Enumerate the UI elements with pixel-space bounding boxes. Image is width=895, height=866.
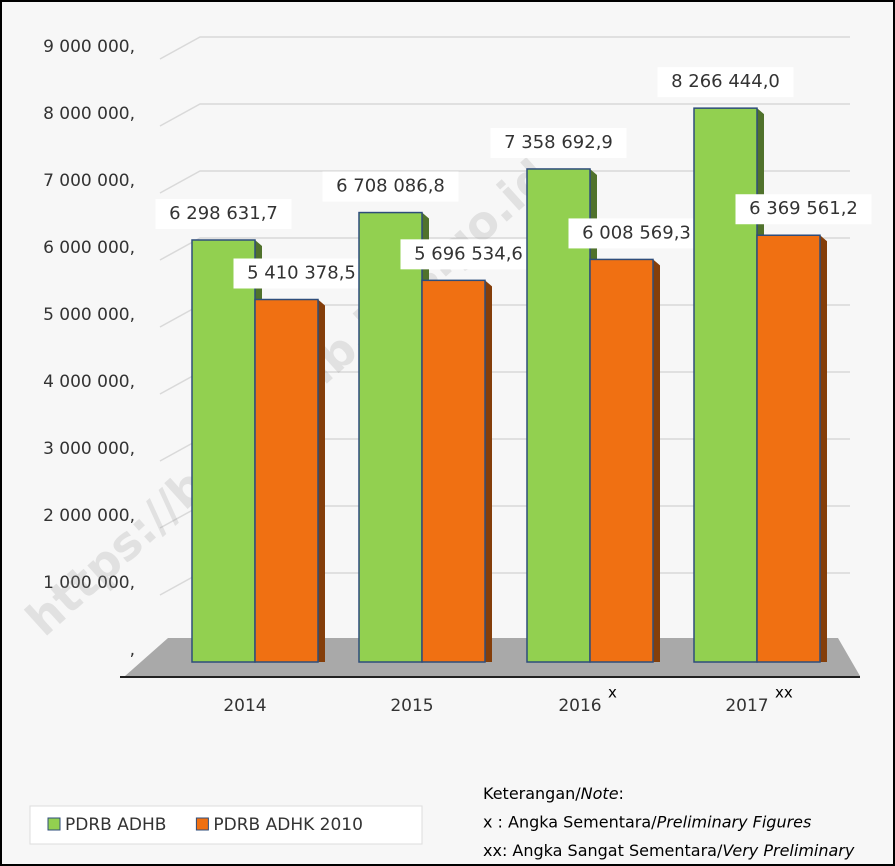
- bar-side: [318, 299, 325, 662]
- grid-line: [159, 36, 850, 60]
- value-label: 7 358 692,9: [504, 132, 613, 153]
- x-tick-label: 2014: [223, 696, 266, 716]
- grid-line: [159, 103, 850, 127]
- value-label: 6 298 631,7: [169, 203, 278, 224]
- note-part: Note: [581, 784, 619, 803]
- y-tick-label: 5 000 000,: [43, 305, 135, 325]
- value-label-box: [657, 67, 794, 98]
- bar: [191, 239, 256, 663]
- value-label: 6 708 086,8: [336, 176, 445, 197]
- value-label: 6 369 561,2: [749, 198, 858, 219]
- grid-line: [159, 170, 850, 194]
- bar: [756, 234, 821, 663]
- value-label-box: [322, 171, 459, 202]
- bar: [254, 298, 319, 663]
- value-label: 6 008 569,3: [582, 222, 691, 243]
- x-tick-label: 2017: [725, 696, 768, 716]
- value-label-box: [400, 239, 537, 270]
- y-tick-label: 6 000 000,: [43, 238, 135, 258]
- bar: [526, 168, 591, 663]
- y-tick-label: 3 000 000,: [43, 439, 135, 459]
- value-label-box: [568, 218, 705, 249]
- note-part: x : Angka Sementara/: [483, 812, 657, 831]
- value-label-box: [735, 194, 872, 225]
- value-label-box: [490, 127, 627, 158]
- bar: [358, 211, 423, 663]
- note: Keterangan/Note:: [483, 784, 624, 803]
- legend-swatch: [195, 817, 209, 831]
- bar: [693, 107, 758, 663]
- note-part: Very Preliminary: [722, 841, 855, 860]
- y-tick-label: 7 000 000,: [43, 171, 135, 191]
- bar-side: [653, 259, 660, 662]
- bar: [589, 258, 654, 663]
- legend-label: PDRB ADHK 2010: [213, 815, 363, 835]
- value-label: 8 266 444,0: [671, 71, 780, 92]
- x-tick-label: 2016: [558, 696, 601, 716]
- note-part: :: [619, 784, 624, 803]
- y-tick-label: 8 000 000,: [43, 104, 135, 124]
- x-tick-label: 2015: [390, 696, 433, 716]
- value-label: 5 410 378,5: [247, 263, 356, 284]
- category-superscript: x: [608, 684, 617, 702]
- bar: [421, 279, 486, 663]
- y-tick-label: 9 000 000,: [43, 37, 135, 57]
- value-label-box: [155, 198, 292, 229]
- note: x : Angka Sementara/Preliminary Figures: [483, 812, 811, 831]
- y-tick-label: 2 000 000,: [43, 506, 135, 526]
- note: xx: Angka Sangat Sementara/Very Prelimin…: [483, 841, 855, 860]
- legend-swatch: [47, 817, 61, 831]
- bar-side: [820, 235, 827, 663]
- value-label-box: [233, 258, 370, 289]
- y-tick-label: 1 000 000,: [43, 573, 135, 593]
- note-part: xx: Angka Sangat Sementara/: [483, 841, 723, 860]
- category-superscript: xx: [775, 684, 793, 702]
- y-tick-label: ,: [130, 640, 135, 660]
- y-tick-label: 4 000 000,: [43, 372, 135, 392]
- bar-side: [485, 280, 492, 662]
- legend-box: [29, 805, 423, 845]
- note-part: Keterangan/: [483, 784, 581, 803]
- note-part: Preliminary Figures: [657, 812, 812, 831]
- legend-label: PDRB ADHB: [65, 815, 166, 835]
- value-label: 5 696 534,6: [414, 243, 523, 264]
